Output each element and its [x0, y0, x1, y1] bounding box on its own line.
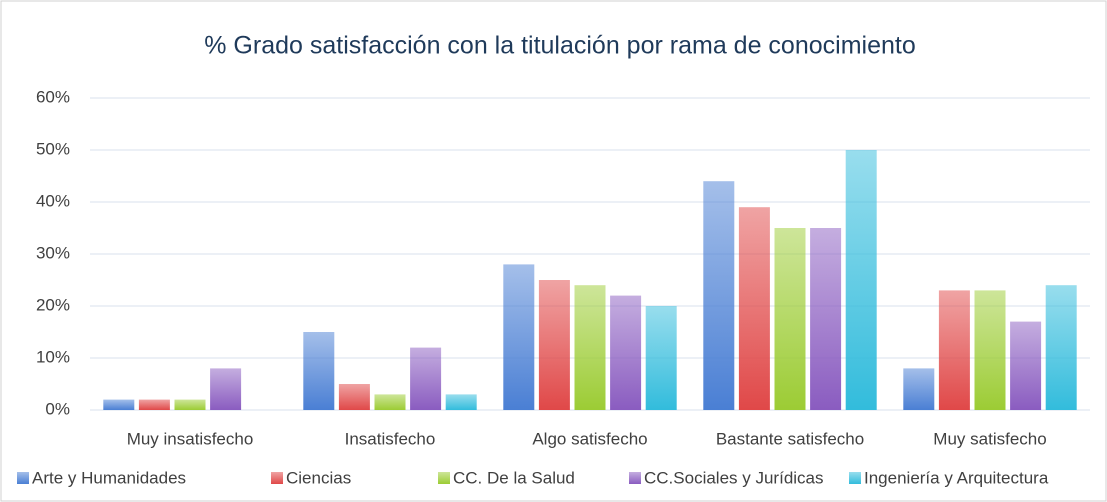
bar	[210, 368, 242, 410]
legend-label: CC.Sociales y Jurídicas	[644, 468, 824, 487]
legend-label: CC. De la Salud	[453, 468, 575, 487]
bar	[974, 290, 1006, 410]
legend-swatch	[629, 472, 641, 484]
x-tick-label: Bastante satisfecho	[716, 429, 864, 448]
y-tick-label: 40%	[36, 191, 70, 210]
y-tick-label: 50%	[36, 139, 70, 158]
chart-title: % Grado satisfacción con la titulación p…	[204, 32, 915, 60]
legend-label: Arte y Humanidades	[32, 468, 186, 487]
bar	[538, 280, 570, 410]
legend-swatch	[849, 472, 861, 484]
bar	[810, 228, 842, 410]
legend-swatch	[271, 472, 283, 484]
legend-label: Ingeniería y Arquitectura	[864, 468, 1049, 487]
x-tick-label: Muy satisfecho	[933, 429, 1046, 448]
bar	[574, 285, 606, 410]
bar	[610, 295, 642, 410]
bar	[774, 228, 806, 410]
bar	[738, 207, 770, 410]
bar	[138, 399, 170, 410]
bar	[1045, 285, 1077, 410]
bar	[903, 368, 935, 410]
bar	[103, 399, 135, 410]
y-tick-label: 60%	[36, 87, 70, 106]
bar	[374, 394, 406, 410]
y-tick-label: 0%	[45, 399, 70, 418]
bar	[445, 394, 477, 410]
legend-swatch	[17, 472, 29, 484]
y-tick-label: 20%	[36, 295, 70, 314]
bar	[645, 306, 677, 410]
x-tick-label: Algo satisfecho	[532, 429, 647, 448]
bar	[845, 150, 877, 410]
bar	[1010, 321, 1042, 410]
bar	[338, 384, 370, 410]
bar	[503, 264, 535, 410]
bar	[174, 399, 206, 410]
y-tick-label: 30%	[36, 243, 70, 262]
y-tick-label: 10%	[36, 347, 70, 366]
x-tick-label: Muy insatisfecho	[127, 429, 254, 448]
legend-label: Ciencias	[286, 468, 351, 487]
x-tick-label: Insatisfecho	[345, 429, 436, 448]
bar	[410, 347, 442, 410]
legend-swatch	[438, 472, 450, 484]
bar	[303, 332, 335, 410]
bar	[938, 290, 970, 410]
bar	[703, 181, 735, 410]
